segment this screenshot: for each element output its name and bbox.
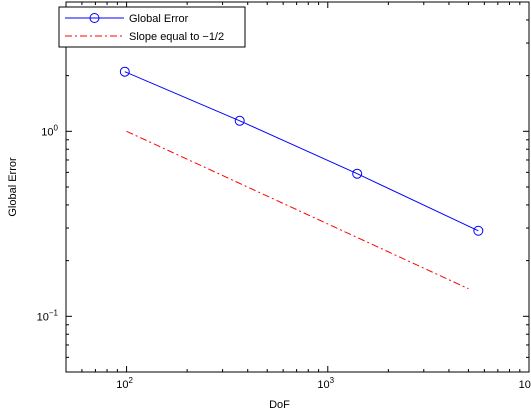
series-line <box>124 71 479 232</box>
x-tick-label: 102 <box>116 376 133 391</box>
series-line <box>126 130 469 290</box>
x-tick-label: 103 <box>317 376 334 391</box>
legend-marker-circle <box>89 13 100 23</box>
y-tick-label: 10−1 <box>37 308 59 323</box>
plot-area <box>65 1 530 373</box>
data-point <box>234 115 245 126</box>
data-point <box>473 225 484 236</box>
legend: Global Error Slope equal to −1/2 <box>58 6 246 48</box>
data-point <box>352 168 363 179</box>
legend-box <box>58 6 246 48</box>
x-tick-label: 104 <box>519 376 531 391</box>
x-axis-label: DoF <box>269 399 290 411</box>
y-axis-label: Global Error <box>7 157 19 217</box>
legend-entry-slope: Slope equal to −1/2 <box>129 31 224 43</box>
data-point <box>119 66 130 77</box>
ticks-layer: 102 103 104 10−1 100 <box>37 1 531 391</box>
y-tick-label: 100 <box>41 123 58 138</box>
legend-entry-global-error: Global Error <box>129 13 189 25</box>
series-layer <box>119 66 484 290</box>
